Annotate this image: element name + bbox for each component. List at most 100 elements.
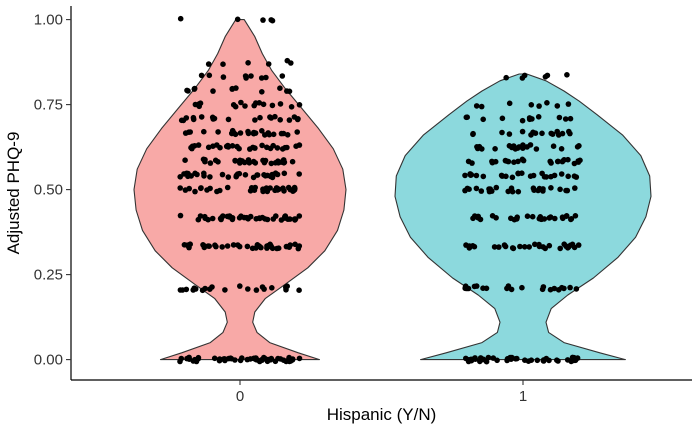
data-point: [535, 114, 542, 120]
data-point: [237, 283, 243, 289]
data-point: [277, 85, 283, 91]
data-point: [548, 185, 554, 191]
data-point: [263, 74, 269, 81]
data-point: [215, 159, 221, 165]
data-point: [463, 114, 470, 121]
points-layer: [177, 15, 583, 365]
data-point: [251, 355, 257, 362]
data-point: [558, 146, 565, 152]
data-point: [268, 17, 275, 23]
data-point: [251, 187, 258, 193]
data-point: [506, 131, 513, 137]
data-point: [493, 184, 500, 191]
data-point: [184, 87, 190, 94]
data-point: [480, 116, 487, 123]
data-point: [479, 146, 485, 152]
data-point: [247, 213, 254, 220]
data-point: [191, 86, 198, 92]
data-point: [189, 143, 196, 150]
data-point: [485, 354, 492, 361]
data-point: [286, 117, 293, 123]
data-point: [489, 188, 495, 194]
data-point: [296, 213, 303, 219]
data-point: [296, 142, 303, 148]
data-point: [573, 286, 580, 292]
data-point: [462, 172, 468, 179]
data-point: [575, 242, 582, 248]
data-point: [284, 57, 291, 64]
data-point: [296, 355, 303, 362]
y-tick-label: 0.50: [34, 182, 63, 199]
data-point: [242, 103, 248, 109]
data-point: [224, 213, 231, 220]
data-point: [565, 156, 571, 163]
data-point: [219, 244, 225, 250]
data-point: [205, 144, 212, 151]
data-point: [181, 171, 187, 177]
data-point: [483, 285, 490, 292]
data-point: [535, 187, 541, 194]
data-point: [250, 158, 257, 165]
y-tick-label: 1.00: [34, 12, 63, 29]
data-point: [177, 212, 184, 219]
data-point: [277, 117, 284, 123]
data-point: [509, 188, 516, 195]
data-point: [207, 286, 213, 293]
data-point: [178, 117, 185, 124]
data-point: [566, 128, 572, 135]
violin-1: [394, 73, 652, 361]
data-point: [211, 355, 218, 362]
data-point: [224, 184, 231, 191]
data-point: [244, 243, 251, 250]
data-point: [571, 173, 578, 179]
data-point: [478, 188, 485, 194]
data-point: [534, 357, 541, 364]
data-point: [238, 99, 244, 106]
data-point: [270, 142, 277, 149]
data-point: [217, 187, 223, 194]
data-point: [277, 101, 284, 107]
data-point: [540, 358, 547, 364]
data-point: [546, 215, 553, 221]
data-point: [527, 173, 534, 179]
data-point: [462, 283, 469, 290]
data-point: [225, 174, 232, 180]
data-point: [268, 160, 275, 167]
data-point: [257, 114, 263, 121]
data-point: [280, 185, 286, 191]
data-point: [541, 216, 548, 222]
data-point: [560, 215, 566, 222]
x-axis-title: Hispanic (Y/N): [327, 405, 437, 424]
data-point: [201, 128, 207, 135]
data-point: [499, 129, 505, 136]
data-point: [236, 145, 242, 152]
data-point: [265, 61, 272, 67]
data-point: [263, 185, 270, 191]
data-point: [510, 245, 517, 252]
data-point: [259, 214, 266, 221]
data-point: [248, 73, 254, 79]
data-point: [502, 243, 509, 250]
data-point: [284, 132, 291, 138]
data-point: [260, 17, 266, 23]
data-point: [274, 171, 281, 178]
data-point: [520, 157, 527, 164]
data-point: [279, 146, 286, 152]
data-point: [549, 131, 556, 137]
data-point: [292, 185, 298, 192]
data-point: [197, 100, 204, 106]
data-point: [472, 213, 478, 219]
data-point: [230, 242, 237, 248]
y-tick-label: 0.75: [34, 97, 63, 114]
data-point: [468, 172, 475, 178]
data-point: [264, 144, 270, 151]
data-point: [540, 284, 547, 290]
data-point: [289, 158, 296, 165]
data-point: [296, 243, 303, 249]
data-point: [554, 357, 560, 364]
data-point: [192, 286, 199, 292]
data-point: [280, 130, 287, 137]
data-point: [506, 143, 513, 149]
data-point: [550, 143, 557, 149]
data-point: [186, 129, 192, 135]
